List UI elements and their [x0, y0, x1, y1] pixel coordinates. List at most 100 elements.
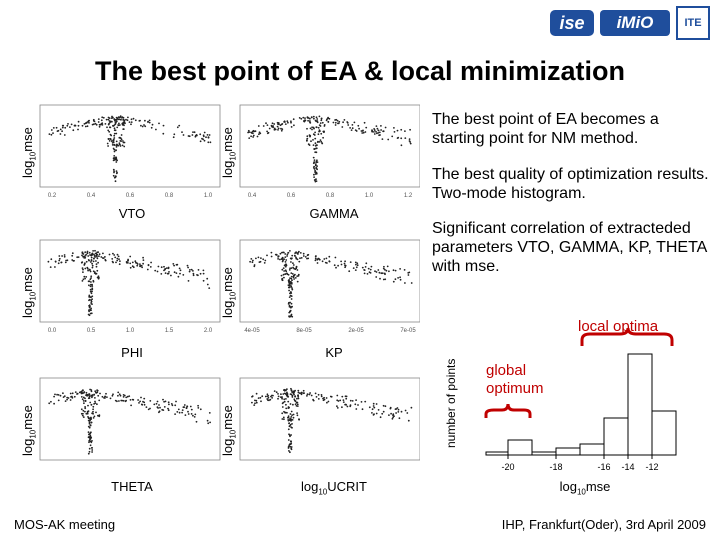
- scatter-point: [113, 127, 116, 130]
- scatter-point: [364, 131, 367, 133]
- bullet-2: The best quality of optimization results…: [432, 166, 709, 202]
- scatter-point: [162, 124, 165, 127]
- hist-bar: [627, 353, 653, 456]
- scatter-point: [296, 269, 299, 271]
- scatter-point: [387, 138, 390, 141]
- scatter-point: [122, 399, 125, 402]
- scatter-point: [281, 268, 284, 271]
- scatter-point: [317, 140, 319, 143]
- scatter-point: [306, 140, 308, 142]
- scatter-point: [295, 266, 298, 269]
- scatter-point: [57, 262, 60, 265]
- scatter-point: [88, 309, 90, 312]
- scatter-point: [81, 261, 84, 263]
- scatter-point: [148, 121, 151, 124]
- scatter-point: [62, 392, 64, 395]
- scatter-point: [273, 128, 276, 131]
- scatter-point: [290, 302, 293, 305]
- scatter-point: [281, 397, 283, 400]
- scatter-point: [373, 128, 375, 130]
- scatter-point: [159, 406, 161, 409]
- scatter-point: [92, 260, 95, 263]
- scatter-point: [108, 253, 111, 256]
- scatter-point: [280, 258, 283, 260]
- scatter-point: [123, 124, 125, 127]
- scatter-point: [77, 124, 80, 127]
- scatter-point: [166, 272, 169, 275]
- scatter-point: [287, 416, 289, 419]
- scatter-point: [80, 408, 83, 411]
- scatter-point: [370, 265, 373, 268]
- scatter-point: [85, 260, 88, 263]
- scatter-point: [363, 121, 366, 124]
- logo-group: ise iMiO ITE: [550, 6, 710, 40]
- scatter-point: [365, 262, 368, 265]
- scatter-point: [112, 261, 114, 264]
- scatter-point: [175, 400, 177, 403]
- scatter-point: [270, 255, 273, 258]
- scatter-point: [291, 423, 293, 425]
- scatter-point: [325, 119, 328, 122]
- scatter-point: [53, 402, 55, 405]
- scatter-point: [317, 126, 320, 129]
- scatter-point: [155, 128, 157, 131]
- scatter-point: [103, 397, 105, 399]
- scatter-point: [91, 451, 93, 453]
- scatter-point: [250, 135, 253, 138]
- scatter-point: [109, 126, 112, 129]
- scatter-point: [264, 259, 267, 262]
- scatter-point: [128, 395, 131, 397]
- scatter-point: [279, 396, 282, 398]
- scatter-point: [88, 295, 91, 298]
- scatter-point: [284, 256, 287, 258]
- scatter-point: [182, 274, 185, 276]
- scatter-point: [383, 265, 385, 268]
- scatter-point: [95, 392, 98, 394]
- scatter-point: [277, 258, 279, 260]
- hist-tick-label: -16: [597, 462, 610, 472]
- scatter-point: [397, 136, 400, 139]
- scatter-point: [286, 272, 288, 275]
- imio-logo: iMiO: [600, 10, 670, 36]
- scatter-point: [91, 264, 94, 267]
- scatter-point: [250, 131, 253, 134]
- scatter-point: [71, 254, 74, 257]
- scatter-point: [302, 252, 305, 255]
- xlabel-gamma: GAMMA: [309, 206, 359, 221]
- scatter-point: [206, 419, 209, 422]
- scatter-point: [290, 272, 293, 274]
- scatter-point: [132, 266, 135, 269]
- scatter-point: [144, 119, 146, 122]
- scatter-point: [208, 134, 211, 136]
- scatter-point: [130, 121, 133, 123]
- scatter-point: [384, 273, 386, 276]
- scatter-point: [288, 301, 290, 304]
- scatter-point: [281, 406, 284, 408]
- scatter-point: [322, 136, 324, 139]
- scatter-point: [109, 120, 112, 123]
- scatter-point: [304, 256, 307, 258]
- scatter-point: [94, 400, 96, 403]
- scatter-point: [379, 134, 381, 136]
- scatter-point: [92, 410, 94, 413]
- scatter-point: [71, 259, 74, 261]
- scatter-point: [273, 390, 276, 392]
- scatter-point: [132, 398, 135, 401]
- scatter-point: [290, 275, 293, 278]
- scatter-point: [147, 264, 150, 266]
- imio-logo-text: iMiO: [616, 13, 654, 32]
- scatter-point: [147, 121, 149, 123]
- scatter-point: [320, 395, 323, 398]
- scatter-point: [202, 138, 205, 141]
- scatter-point: [407, 274, 410, 276]
- scatter-point: [50, 133, 53, 136]
- scatter-point: [290, 285, 293, 288]
- scatter-point: [87, 410, 90, 412]
- scatter-point: [122, 118, 125, 121]
- scatter-point: [113, 176, 116, 179]
- scatter-point: [104, 395, 107, 398]
- scatter-point: [149, 400, 152, 402]
- scatter-point: [92, 250, 94, 252]
- scatter-point: [289, 435, 291, 438]
- scatter-point: [62, 396, 65, 398]
